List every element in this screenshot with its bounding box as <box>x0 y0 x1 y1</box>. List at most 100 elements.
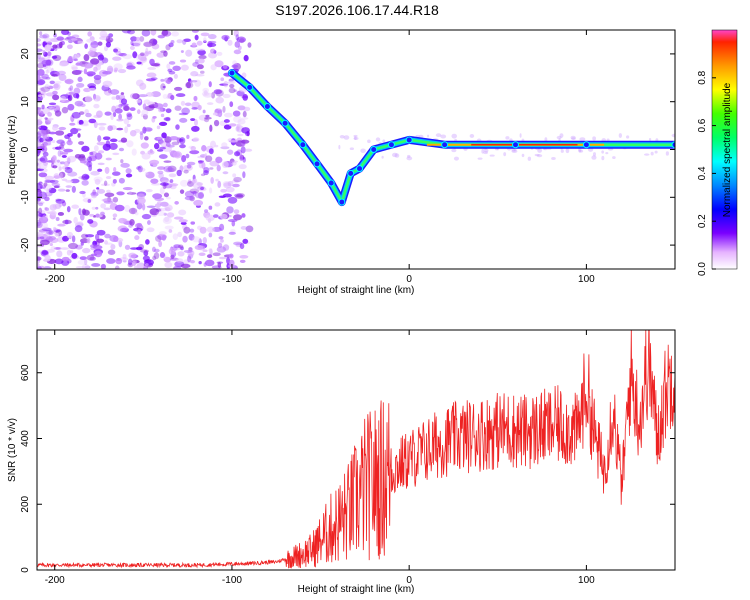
noise-speckle <box>233 209 240 214</box>
noise-speckle <box>210 64 217 71</box>
noise-speckle <box>97 41 103 46</box>
noise-speckle <box>67 103 75 111</box>
noise-speckle <box>104 233 111 239</box>
noise-speckle <box>86 71 96 76</box>
noise-speckle <box>243 54 249 62</box>
noise-speckle <box>161 132 167 139</box>
noise-speckle <box>160 83 166 91</box>
y-tick-label: 10 <box>20 96 31 108</box>
noise-speckle <box>163 212 167 216</box>
noise-speckle <box>117 69 127 74</box>
signal-point <box>582 141 590 149</box>
noise-speckle <box>166 63 171 69</box>
noise-speckle <box>239 243 245 250</box>
noise-speckle <box>77 76 83 83</box>
noise-speckle <box>124 204 131 213</box>
noise-speckle <box>147 128 152 132</box>
snr-series-line <box>37 330 675 569</box>
noise-speckle <box>233 30 239 37</box>
noise-speckle <box>68 91 75 95</box>
noise-speckle <box>93 94 101 102</box>
noise-speckle <box>103 200 114 204</box>
noise-speckle <box>435 133 442 138</box>
spectrogram-ylabel: Frequency (Hz) <box>7 116 18 185</box>
noise-speckle <box>37 132 42 139</box>
noise-speckle <box>166 79 172 85</box>
noise-speckle <box>110 113 114 121</box>
noise-speckle <box>217 242 223 248</box>
noise-speckle <box>67 55 74 63</box>
noise-speckle <box>71 235 76 243</box>
noise-speckle <box>190 71 199 77</box>
noise-speckle <box>158 172 164 179</box>
noise-speckle <box>162 145 172 152</box>
noise-speckle <box>198 54 207 60</box>
noise-speckle <box>343 135 350 140</box>
noise-speckle <box>93 176 103 183</box>
noise-speckle <box>196 40 203 46</box>
noise-speckle <box>175 124 180 130</box>
noise-speckle <box>37 197 41 202</box>
noise-speckle <box>159 146 167 150</box>
noise-speckle <box>127 30 135 35</box>
noise-speckle <box>415 134 420 138</box>
noise-speckle <box>46 235 56 241</box>
noise-speckle <box>168 229 173 233</box>
noise-speckle <box>133 265 141 269</box>
noise-speckle <box>98 126 106 131</box>
noise-speckle <box>194 59 199 64</box>
noise-speckle <box>64 134 70 139</box>
noise-speckle <box>93 145 99 152</box>
noise-speckle <box>392 152 398 158</box>
noise-speckle <box>178 244 184 249</box>
noise-speckle <box>93 103 100 109</box>
noise-speckle <box>238 164 247 170</box>
colorbar-frame <box>711 29 738 270</box>
noise-speckle <box>84 174 90 180</box>
noise-speckle <box>235 194 244 199</box>
noise-speckle <box>44 44 52 52</box>
noise-speckle <box>175 258 184 263</box>
noise-speckle <box>241 117 249 120</box>
noise-speckle <box>537 148 543 153</box>
noise-speckle <box>104 111 112 116</box>
noise-speckle <box>122 186 133 191</box>
noise-speckle <box>579 137 586 141</box>
noise-speckle <box>71 66 78 71</box>
noise-speckle <box>60 147 66 151</box>
noise-speckle <box>196 182 204 186</box>
noise-speckle <box>105 37 114 43</box>
noise-speckle <box>193 95 198 102</box>
noise-speckle <box>109 89 120 95</box>
noise-speckle <box>235 34 240 41</box>
noise-speckle <box>150 30 157 36</box>
noise-speckle <box>151 91 161 98</box>
noise-speckle <box>229 83 235 89</box>
y-tick-label: 200 <box>20 495 31 512</box>
noise-speckle <box>208 205 213 210</box>
noise-speckle <box>57 211 65 216</box>
noise-speckle <box>160 78 165 82</box>
noise-speckle <box>163 50 168 57</box>
noise-speckle <box>46 119 52 123</box>
noise-speckle <box>477 157 483 160</box>
noise-speckle <box>74 100 84 107</box>
noise-speckle <box>154 103 164 109</box>
noise-speckle <box>180 64 189 71</box>
noise-speckle <box>233 176 242 183</box>
noise-speckle <box>74 153 82 159</box>
noise-speckle <box>215 156 223 164</box>
noise-speckle <box>153 252 160 260</box>
colorbar: 0.0 0.2 0.4 0.6 0.8 Normalized spectral ampl… <box>697 29 738 276</box>
noise-speckle <box>84 62 89 71</box>
noise-speckle <box>131 208 136 214</box>
noise-speckle <box>239 38 245 44</box>
noise-speckle <box>605 152 609 155</box>
chart-title: S197.2026.106.17.44.R18 <box>275 2 439 18</box>
noise-speckle <box>239 154 244 162</box>
noise-speckle <box>41 227 52 231</box>
noise-speckle <box>102 136 111 141</box>
y-tick-label: 600 <box>20 364 31 381</box>
noise-speckle <box>233 115 242 123</box>
